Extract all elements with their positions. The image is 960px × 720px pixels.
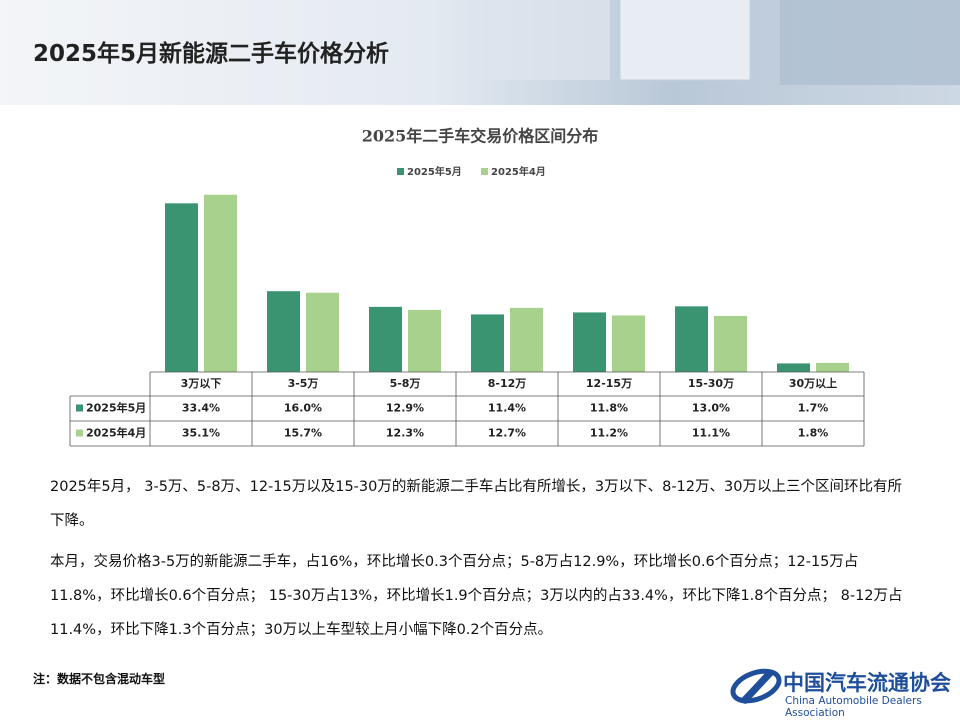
table-value: 1.7% — [798, 402, 829, 415]
table-series-name: 2025年4月 — [86, 426, 146, 440]
table-value: 33.4% — [182, 402, 220, 415]
table-value: 12.9% — [386, 402, 424, 415]
legend-swatch — [481, 168, 488, 175]
logo-subname: China Automobile Dealers Association — [785, 695, 922, 719]
table-value: 15.7% — [284, 427, 322, 440]
bar — [471, 314, 504, 372]
table-value: 11.1% — [692, 427, 730, 440]
paragraph: 2025年5月， 3-5万、5-8万、12-15万以及15-30万的新能源二手车… — [50, 479, 902, 529]
bar — [267, 291, 300, 372]
x-tick-label: 5-8万 — [390, 377, 421, 390]
bar — [306, 292, 339, 372]
bar — [408, 309, 441, 372]
header-art — [480, 0, 960, 85]
bar — [675, 306, 708, 372]
table-value: 12.7% — [488, 427, 526, 440]
logo-mark — [730, 668, 782, 704]
logo-name: 中国汽车流通协会 — [783, 670, 951, 695]
table-value: 11.8% — [590, 402, 628, 415]
cube — [780, 0, 960, 85]
bar — [204, 194, 237, 372]
chart: 2025年二手车交易价格区间分布 2025年5月 2025年4月 3万以下 33.4%… — [69, 127, 865, 447]
x-tick-label: 3-5万 — [288, 377, 319, 390]
x-tick-label: 15-30万 — [688, 377, 734, 390]
paragraph: 本月，交易价格3-5万的新能源二手车，占16%，环比增长0.3个百分点；5-8万… — [50, 554, 903, 638]
table-value: 16.0% — [284, 402, 322, 415]
table-value: 35.1% — [182, 427, 220, 440]
bar — [816, 362, 849, 372]
table-value: 13.0% — [692, 402, 730, 415]
x-tick-label: 3万以下 — [181, 377, 222, 390]
x-tick-label: 8-12万 — [488, 377, 527, 390]
chart-title: 2025年二手车交易价格区间分布 — [362, 127, 599, 146]
table-value: 11.2% — [590, 427, 628, 440]
page-title: 2025年5月新能源二手车价格分析 — [33, 41, 390, 67]
table-series-name: 2025年5月 — [86, 401, 146, 415]
bar — [612, 315, 645, 372]
x-tick-label: 30万以上 — [789, 376, 837, 390]
header: 2025年5月新能源二手车价格分析 — [0, 0, 960, 105]
note: 注：数据不包含混动车型 — [33, 672, 166, 686]
bar — [165, 203, 198, 372]
legend-label: 2025年4月 — [491, 165, 546, 178]
table-value: 11.4% — [488, 402, 526, 415]
table-value: 12.3% — [386, 427, 424, 440]
table-swatch — [76, 404, 83, 412]
cube — [480, 0, 610, 80]
legend-swatch — [397, 168, 404, 175]
bar — [573, 312, 606, 372]
table-value: 1.8% — [798, 427, 829, 440]
bar — [714, 315, 747, 372]
bar — [510, 307, 543, 372]
bar — [777, 363, 810, 372]
cube — [619, 0, 751, 81]
x-tick-label: 12-15万 — [586, 377, 632, 390]
legend-label: 2025年5月 — [407, 165, 462, 178]
table-swatch — [76, 429, 83, 437]
bar — [369, 306, 402, 372]
